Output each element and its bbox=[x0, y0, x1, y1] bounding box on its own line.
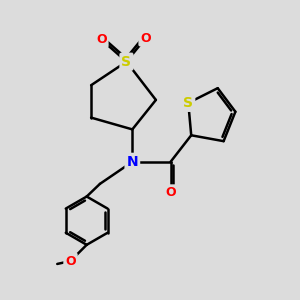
Text: O: O bbox=[96, 33, 107, 46]
Text: O: O bbox=[165, 186, 176, 199]
Text: S: S bbox=[122, 55, 131, 69]
Text: O: O bbox=[65, 254, 76, 268]
Text: S: S bbox=[183, 96, 193, 110]
Text: O: O bbox=[140, 32, 151, 45]
Text: N: N bbox=[127, 155, 138, 169]
